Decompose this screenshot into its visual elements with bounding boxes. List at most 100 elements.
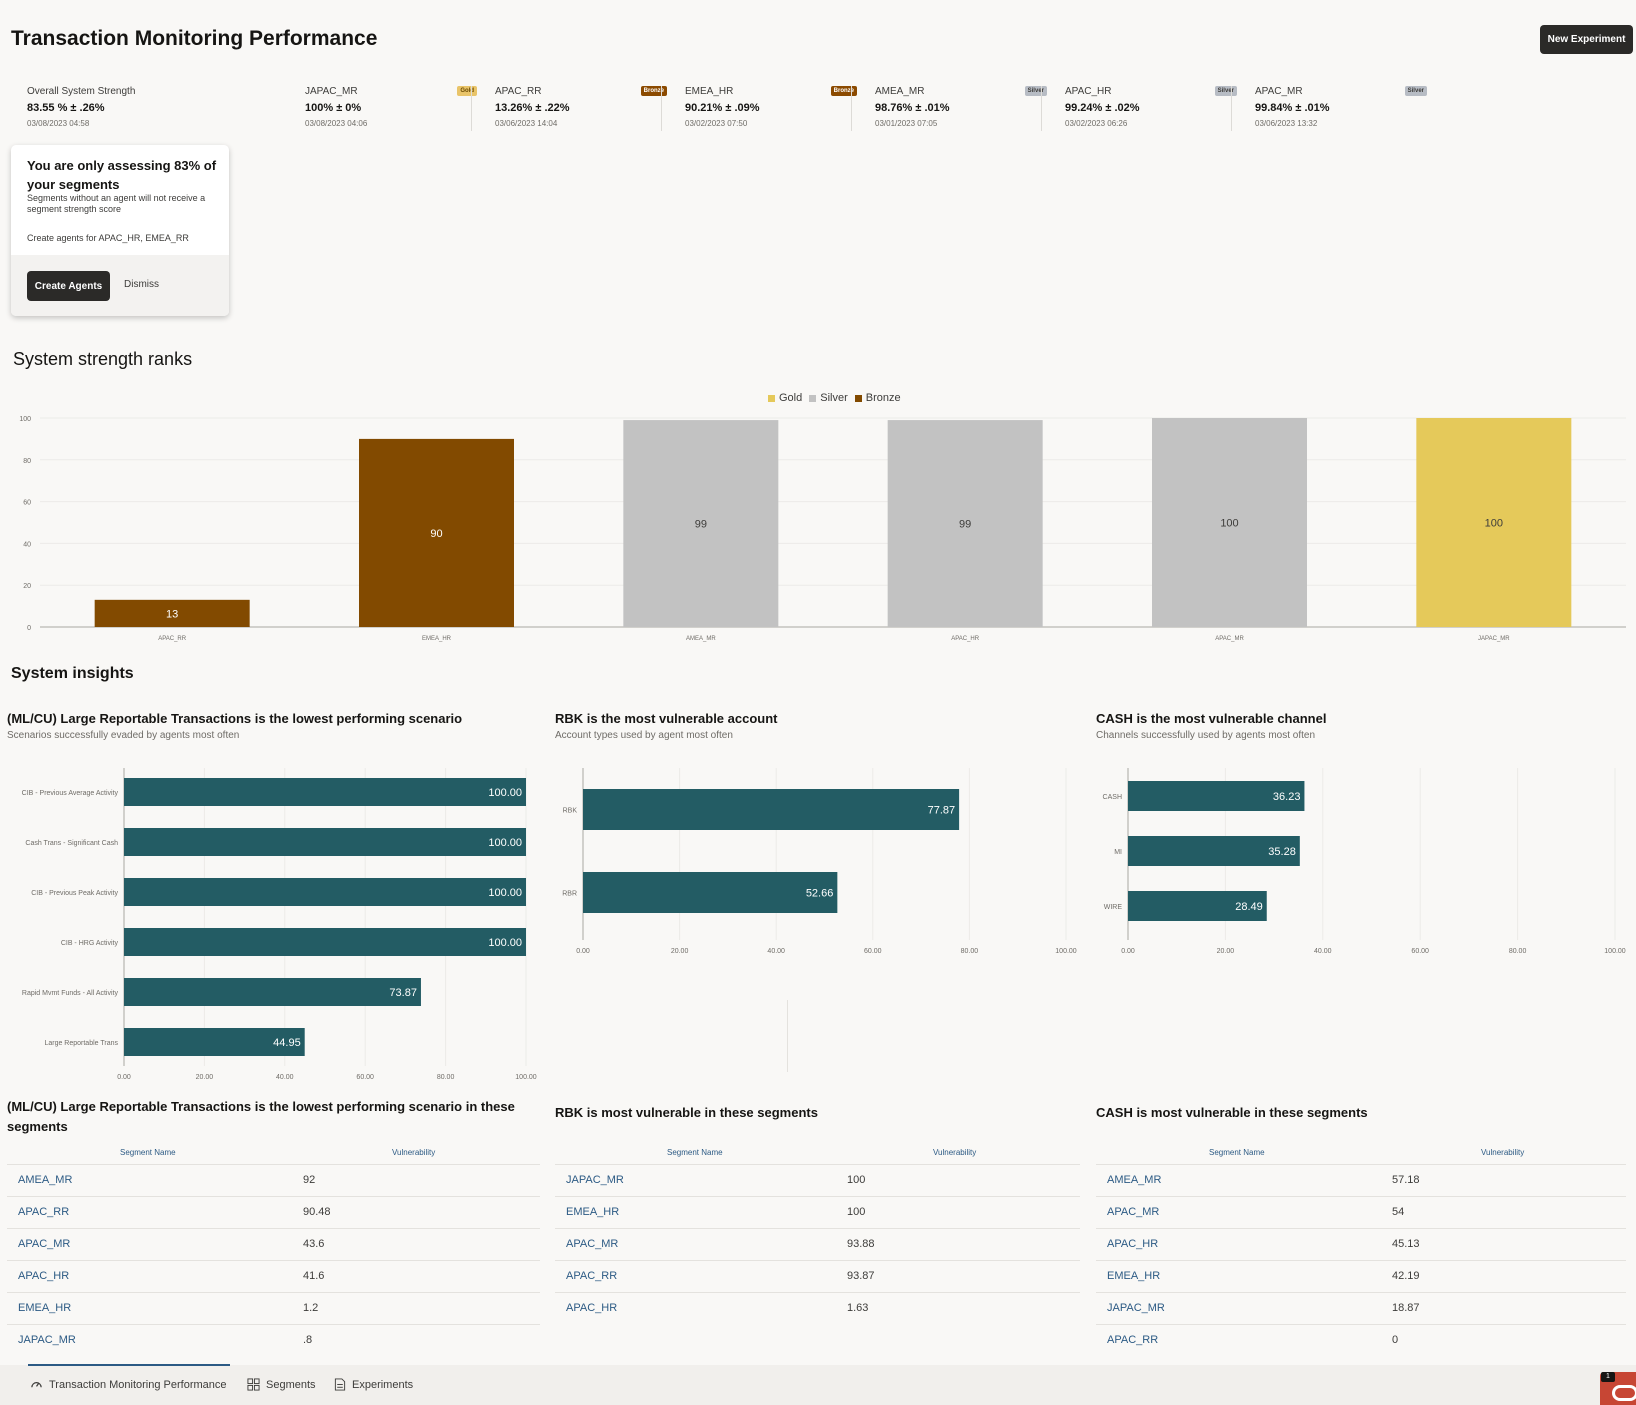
segment-link[interactable]: APAC_RR bbox=[1107, 1334, 1159, 1346]
x-tick-label: 20.00 bbox=[671, 948, 689, 955]
tab-segments[interactable]: Segments bbox=[247, 1378, 316, 1391]
segment-link[interactable]: APAC_HR bbox=[1107, 1238, 1159, 1250]
metric-date: 03/02/2023 07:50 bbox=[685, 119, 748, 128]
column-header[interactable]: Vulnerability bbox=[392, 1148, 436, 1157]
segment-link[interactable]: APAC_MR bbox=[566, 1238, 619, 1250]
bar bbox=[94, 599, 250, 627]
notification-badge: 1 bbox=[1601, 1372, 1615, 1382]
metric-name: JAPAC_MR bbox=[305, 86, 358, 97]
notice-cta-text: Create agents for APAC_HR, EMEA_RR bbox=[27, 233, 189, 243]
vulnerability-value: 93.88 bbox=[847, 1238, 875, 1250]
metric-date: 03/08/2023 04:58 bbox=[27, 119, 90, 128]
segment-link[interactable]: APAC_MR bbox=[18, 1238, 71, 1250]
segment-link[interactable]: EMEA_HR bbox=[566, 1206, 620, 1218]
table-title: RBK is most vulnerable in these segments bbox=[555, 1105, 818, 1120]
vulnerability-value: 100 bbox=[847, 1206, 866, 1218]
x-tick-label: 0.00 bbox=[1121, 948, 1135, 955]
table-row: APAC_RR 90.48 bbox=[7, 1196, 540, 1228]
column-header[interactable]: Segment Name bbox=[120, 1148, 176, 1157]
gauge-icon bbox=[31, 1382, 42, 1388]
insight-subtitle-account: Account types used by agent most often bbox=[555, 730, 733, 741]
segment-link[interactable]: APAC_RR bbox=[566, 1270, 618, 1282]
legend-item-bronze[interactable]: Bronze bbox=[854, 392, 901, 404]
column-header[interactable]: Segment Name bbox=[1209, 1148, 1265, 1157]
metric-card: APAC_RR 13.26% ± .22% 03/06/2023 14:04 Bron… bbox=[495, 84, 667, 132]
page-title: Transaction Monitoring Performance bbox=[11, 27, 378, 50]
x-tick-label: 40.00 bbox=[767, 948, 785, 955]
x-tick-label: 100.00 bbox=[1055, 948, 1077, 955]
metric-divider bbox=[471, 86, 472, 131]
column-header[interactable]: Segment Name bbox=[667, 1148, 723, 1157]
data-label: 100.00 bbox=[488, 837, 522, 849]
y-tick-label: RBK bbox=[563, 808, 578, 815]
table-row: EMEA_HR 100 bbox=[555, 1196, 1080, 1228]
grid-icon bbox=[247, 1378, 260, 1391]
metric-name: APAC_HR bbox=[1065, 86, 1112, 97]
segment-link[interactable]: APAC_MR bbox=[1107, 1206, 1160, 1218]
vulnerability-value: 42.19 bbox=[1392, 1270, 1420, 1282]
legend-item-gold[interactable]: Gold bbox=[768, 392, 802, 404]
vulnerability-value: 100 bbox=[847, 1174, 866, 1186]
x-tick-label: APAC_MR bbox=[1215, 636, 1244, 642]
insight-subtitle-scenario: Scenarios successfully evaded by agents … bbox=[7, 730, 240, 741]
dismiss-button[interactable]: Dismiss bbox=[124, 279, 159, 290]
legend-item-silver[interactable]: Silver bbox=[809, 392, 848, 404]
metric-name: AMEA_MR bbox=[875, 86, 925, 97]
x-tick-label: 100.00 bbox=[1604, 948, 1626, 955]
bar bbox=[124, 928, 526, 956]
metric-divider bbox=[661, 86, 662, 131]
segment-link[interactable]: AMEA_MR bbox=[18, 1174, 73, 1186]
segment-link[interactable]: APAC_HR bbox=[566, 1302, 618, 1314]
scenario-chart: 0.00 20.00 40.00 60.00 80.00 100.00 100.00 CIB … bbox=[22, 768, 537, 1081]
vulnerability-value: 92 bbox=[303, 1174, 316, 1186]
bar bbox=[1128, 781, 1305, 811]
bottom-nav-bar bbox=[0, 1365, 1636, 1405]
segment-link[interactable]: JAPAC_MR bbox=[1107, 1302, 1165, 1314]
column-header[interactable]: Vulnerability bbox=[1481, 1148, 1525, 1157]
bar bbox=[1152, 418, 1307, 627]
x-tick-label: 100.00 bbox=[515, 1074, 537, 1081]
insight-title-account: RBK is the most vulnerable account bbox=[555, 711, 778, 726]
table-row: APAC_MR 93.88 bbox=[555, 1228, 1080, 1260]
metric-divider bbox=[851, 86, 852, 131]
insights-title: System insights bbox=[11, 665, 134, 682]
x-tick-label: 60.00 bbox=[1411, 948, 1429, 955]
segment-link[interactable]: JAPAC_MR bbox=[566, 1174, 624, 1186]
metric-date: 03/08/2023 04:06 bbox=[305, 119, 368, 128]
tier-badge: Bronze bbox=[640, 86, 667, 96]
tab-transaction-monitoring[interactable]: Transaction Monitoring Performance bbox=[30, 1378, 227, 1391]
segment-link[interactable]: APAC_RR bbox=[18, 1206, 70, 1218]
x-tick-label: JAPAC_MR bbox=[1478, 636, 1510, 642]
coverage-notice-card: You are only assessing 83% of your segme… bbox=[11, 145, 229, 316]
tier-badge: Silver bbox=[1024, 86, 1047, 96]
create-agents-button[interactable]: Create Agents bbox=[27, 271, 110, 301]
x-tick-label: 0.00 bbox=[117, 1074, 131, 1081]
table-row: EMEA_HR 42.19 bbox=[1096, 1260, 1626, 1292]
data-label: 36.23 bbox=[1273, 791, 1301, 803]
segment-link[interactable]: JAPAC_MR bbox=[18, 1334, 76, 1346]
column-header[interactable]: Vulnerability bbox=[933, 1148, 977, 1157]
bar bbox=[124, 778, 526, 806]
x-tick-label: 40.00 bbox=[276, 1074, 294, 1081]
table-title: CASH is most vulnerable in these segment… bbox=[1096, 1105, 1368, 1120]
vulnerability-value: 57.18 bbox=[1392, 1174, 1420, 1186]
vulnerability-value: 0 bbox=[1392, 1334, 1399, 1346]
data-label: 73.87 bbox=[389, 987, 417, 999]
new-experiment-button[interactable]: New Experiment bbox=[1540, 25, 1633, 54]
y-tick-label: RBR bbox=[562, 891, 577, 898]
segment-link[interactable]: EMEA_HR bbox=[18, 1302, 72, 1314]
tab-experiments[interactable]: Experiments bbox=[334, 1378, 413, 1391]
segment-link[interactable]: APAC_HR bbox=[18, 1270, 70, 1282]
segment-link[interactable]: EMEA_HR bbox=[1107, 1270, 1161, 1282]
x-tick-label: EMEA_HR bbox=[422, 636, 452, 642]
y-tick-label: MI bbox=[1114, 849, 1122, 856]
tier-badge: Silver bbox=[1404, 86, 1427, 96]
legend-label: Bronze bbox=[865, 392, 901, 404]
table-row: APAC_HR 41.6 bbox=[7, 1260, 540, 1292]
data-label: 100 bbox=[1220, 518, 1238, 530]
vulnerability-value: 54 bbox=[1392, 1206, 1405, 1218]
segment-link[interactable]: AMEA_MR bbox=[1107, 1174, 1162, 1186]
y-tick-label: WIRE bbox=[1104, 904, 1123, 911]
insight-subtitle-channel: Channels successfully used by agents mos… bbox=[1096, 730, 1316, 741]
data-label: 77.87 bbox=[928, 805, 956, 817]
